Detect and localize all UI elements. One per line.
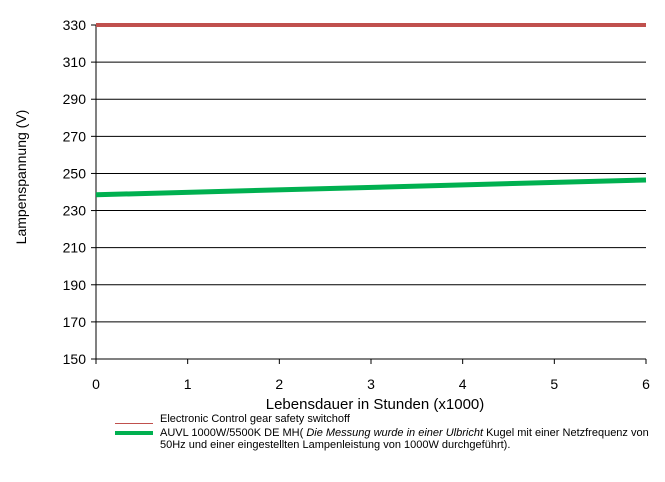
x-tick-label: 5	[550, 376, 558, 392]
y-tick-label: 170	[63, 314, 87, 330]
y-tick-labels: 150 170 190 210 230 250 270 290 310 330	[63, 17, 87, 367]
y-tick-label: 310	[63, 54, 87, 70]
legend-label: Electronic Control gear safety switchoff	[160, 413, 350, 425]
x-tick-label: 3	[367, 376, 375, 392]
x-tick-label: 4	[459, 376, 467, 392]
legend-item-auvl: AUVL 1000W/5500K DE MH( Die Messung wurd…	[115, 427, 655, 451]
y-tick-label: 210	[63, 240, 87, 256]
legend-label: AUVL 1000W/5500K DE MH( Die Messung wurd…	[115, 427, 655, 451]
legend: Electronic Control gear safety switchoff…	[115, 413, 655, 451]
y-tick-label: 290	[63, 91, 87, 107]
x-tick-label: 1	[184, 376, 192, 392]
y-tick-label: 190	[63, 277, 87, 293]
y-tick-label: 230	[63, 203, 87, 219]
x-tick-label: 2	[275, 376, 283, 392]
legend-item-safety-switchoff: Electronic Control gear safety switchoff	[115, 413, 655, 425]
x-tick-label: 6	[642, 376, 650, 392]
series	[95, 23, 647, 198]
y-tick-label: 250	[63, 165, 87, 181]
y-tick-label: 270	[63, 128, 87, 144]
series-line-2	[95, 177, 647, 198]
y-tick-label: 330	[63, 17, 87, 33]
legend-label-rest: Kugel mit einer Netzfrequenz von 50Hz un…	[160, 427, 649, 451]
legend-swatch-green	[115, 431, 153, 435]
x-tick-label: 0	[92, 376, 100, 392]
legend-swatch-red	[115, 423, 153, 424]
y-axis-title: Lampenspannung (V)	[13, 110, 29, 245]
legend-label-main: AUVL 1000W/5500K DE MH(	[160, 427, 304, 439]
y-tick-label: 150	[63, 351, 87, 367]
x-axis-title: Lebensdauer in Stunden (x1000)	[266, 396, 485, 413]
legend-label-italic: Die Messung wurde in einer Ulbricht	[306, 427, 484, 439]
axes	[91, 24, 647, 364]
x-tick-labels: 0 1 2 3 4 5 6	[92, 376, 650, 392]
